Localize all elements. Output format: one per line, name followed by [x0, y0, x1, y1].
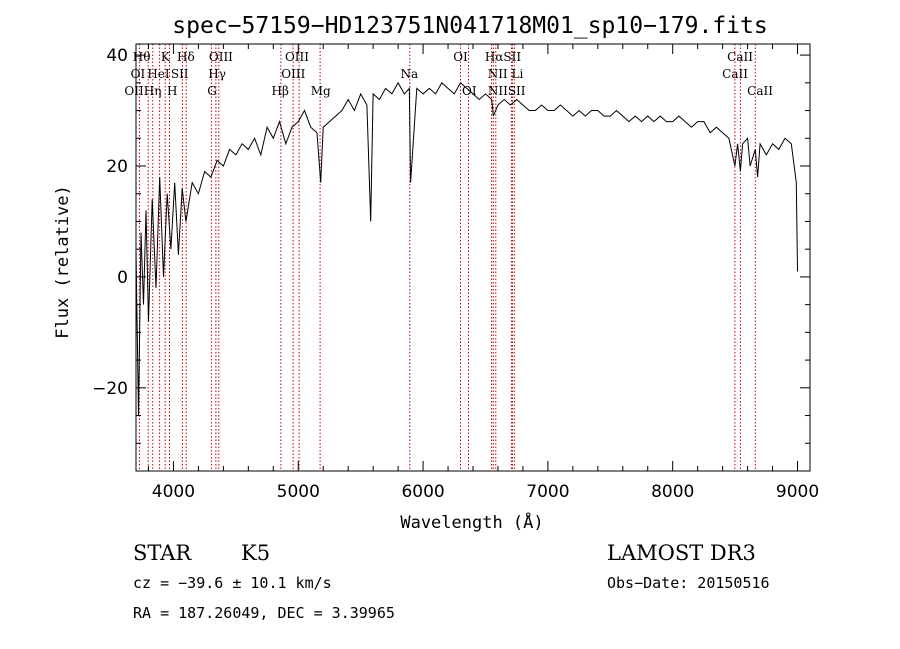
line-label-22: NIISII [488, 84, 526, 98]
line-label-11: Hγ [208, 67, 226, 81]
x-tick-label-2: 6000 [401, 482, 444, 502]
line-label-2: Hδ [177, 50, 195, 64]
x-tick-label-4: 8000 [651, 482, 694, 502]
x-axis-ticks: 4000 5000 6000 7000 8000 9000 [147, 44, 819, 502]
line-label-6: HαSII [485, 50, 522, 64]
y-axis-ticks: −20 0 20 40 [92, 46, 810, 444]
obs-date: Obs−Date: 20150516 [607, 574, 770, 592]
line-markers [138, 44, 756, 471]
x-tick-label-5: 9000 [776, 482, 819, 502]
object-subclass: K5 [241, 541, 270, 565]
line-label-3: OIII [209, 50, 233, 64]
line-label-12: OIII [281, 67, 305, 81]
x-axis-label: Wavelength (Å) [400, 511, 543, 533]
line-label-15: CaII [722, 67, 748, 81]
x-tick-label-0: 4000 [152, 482, 195, 502]
line-label-19: Hβ [271, 84, 288, 98]
line-label-18: G [207, 84, 217, 98]
line-label-5: OI [453, 50, 468, 64]
line-label-0: Hθ [133, 50, 151, 64]
spectrum-line [135, 81, 798, 416]
x-tick-label-3: 7000 [526, 482, 569, 502]
object-class: STAR [133, 541, 192, 565]
line-label-14: NII Li [488, 67, 524, 81]
line-label-8: OI [131, 67, 146, 81]
y-tick-label-1: 0 [117, 268, 128, 288]
plot-frame [135, 43, 811, 472]
survey-name: LAMOST DR3 [607, 541, 756, 565]
redshift-text: cz = −39.6 ± 10.1 km/s [133, 574, 332, 592]
line-label-7: CaII [727, 50, 753, 64]
line-label-17: H [167, 84, 177, 98]
line-label-23: CaII [747, 84, 773, 98]
line-label-20: Mg [311, 84, 331, 98]
y-tick-label-2: 20 [106, 157, 128, 177]
line-label-1: K [161, 50, 171, 64]
chart-title: spec−57159−HD123751N041718M01_sp10−179.f… [172, 13, 767, 39]
coordinates: RA = 187.26049, DEC = 3.39965 [133, 604, 395, 622]
line-label-4: OIII [285, 50, 309, 64]
y-tick-label-3: 40 [106, 46, 128, 66]
line-label-16: OIIHη [124, 84, 161, 98]
line-label-9: HeI [147, 67, 170, 81]
y-axis-label: Flux (relative) [53, 185, 73, 339]
line-label-13: Na [400, 67, 418, 81]
y-tick-label-0: −20 [92, 379, 128, 399]
x-tick-label-1: 5000 [277, 482, 320, 502]
line-label-10: SII [171, 67, 189, 81]
